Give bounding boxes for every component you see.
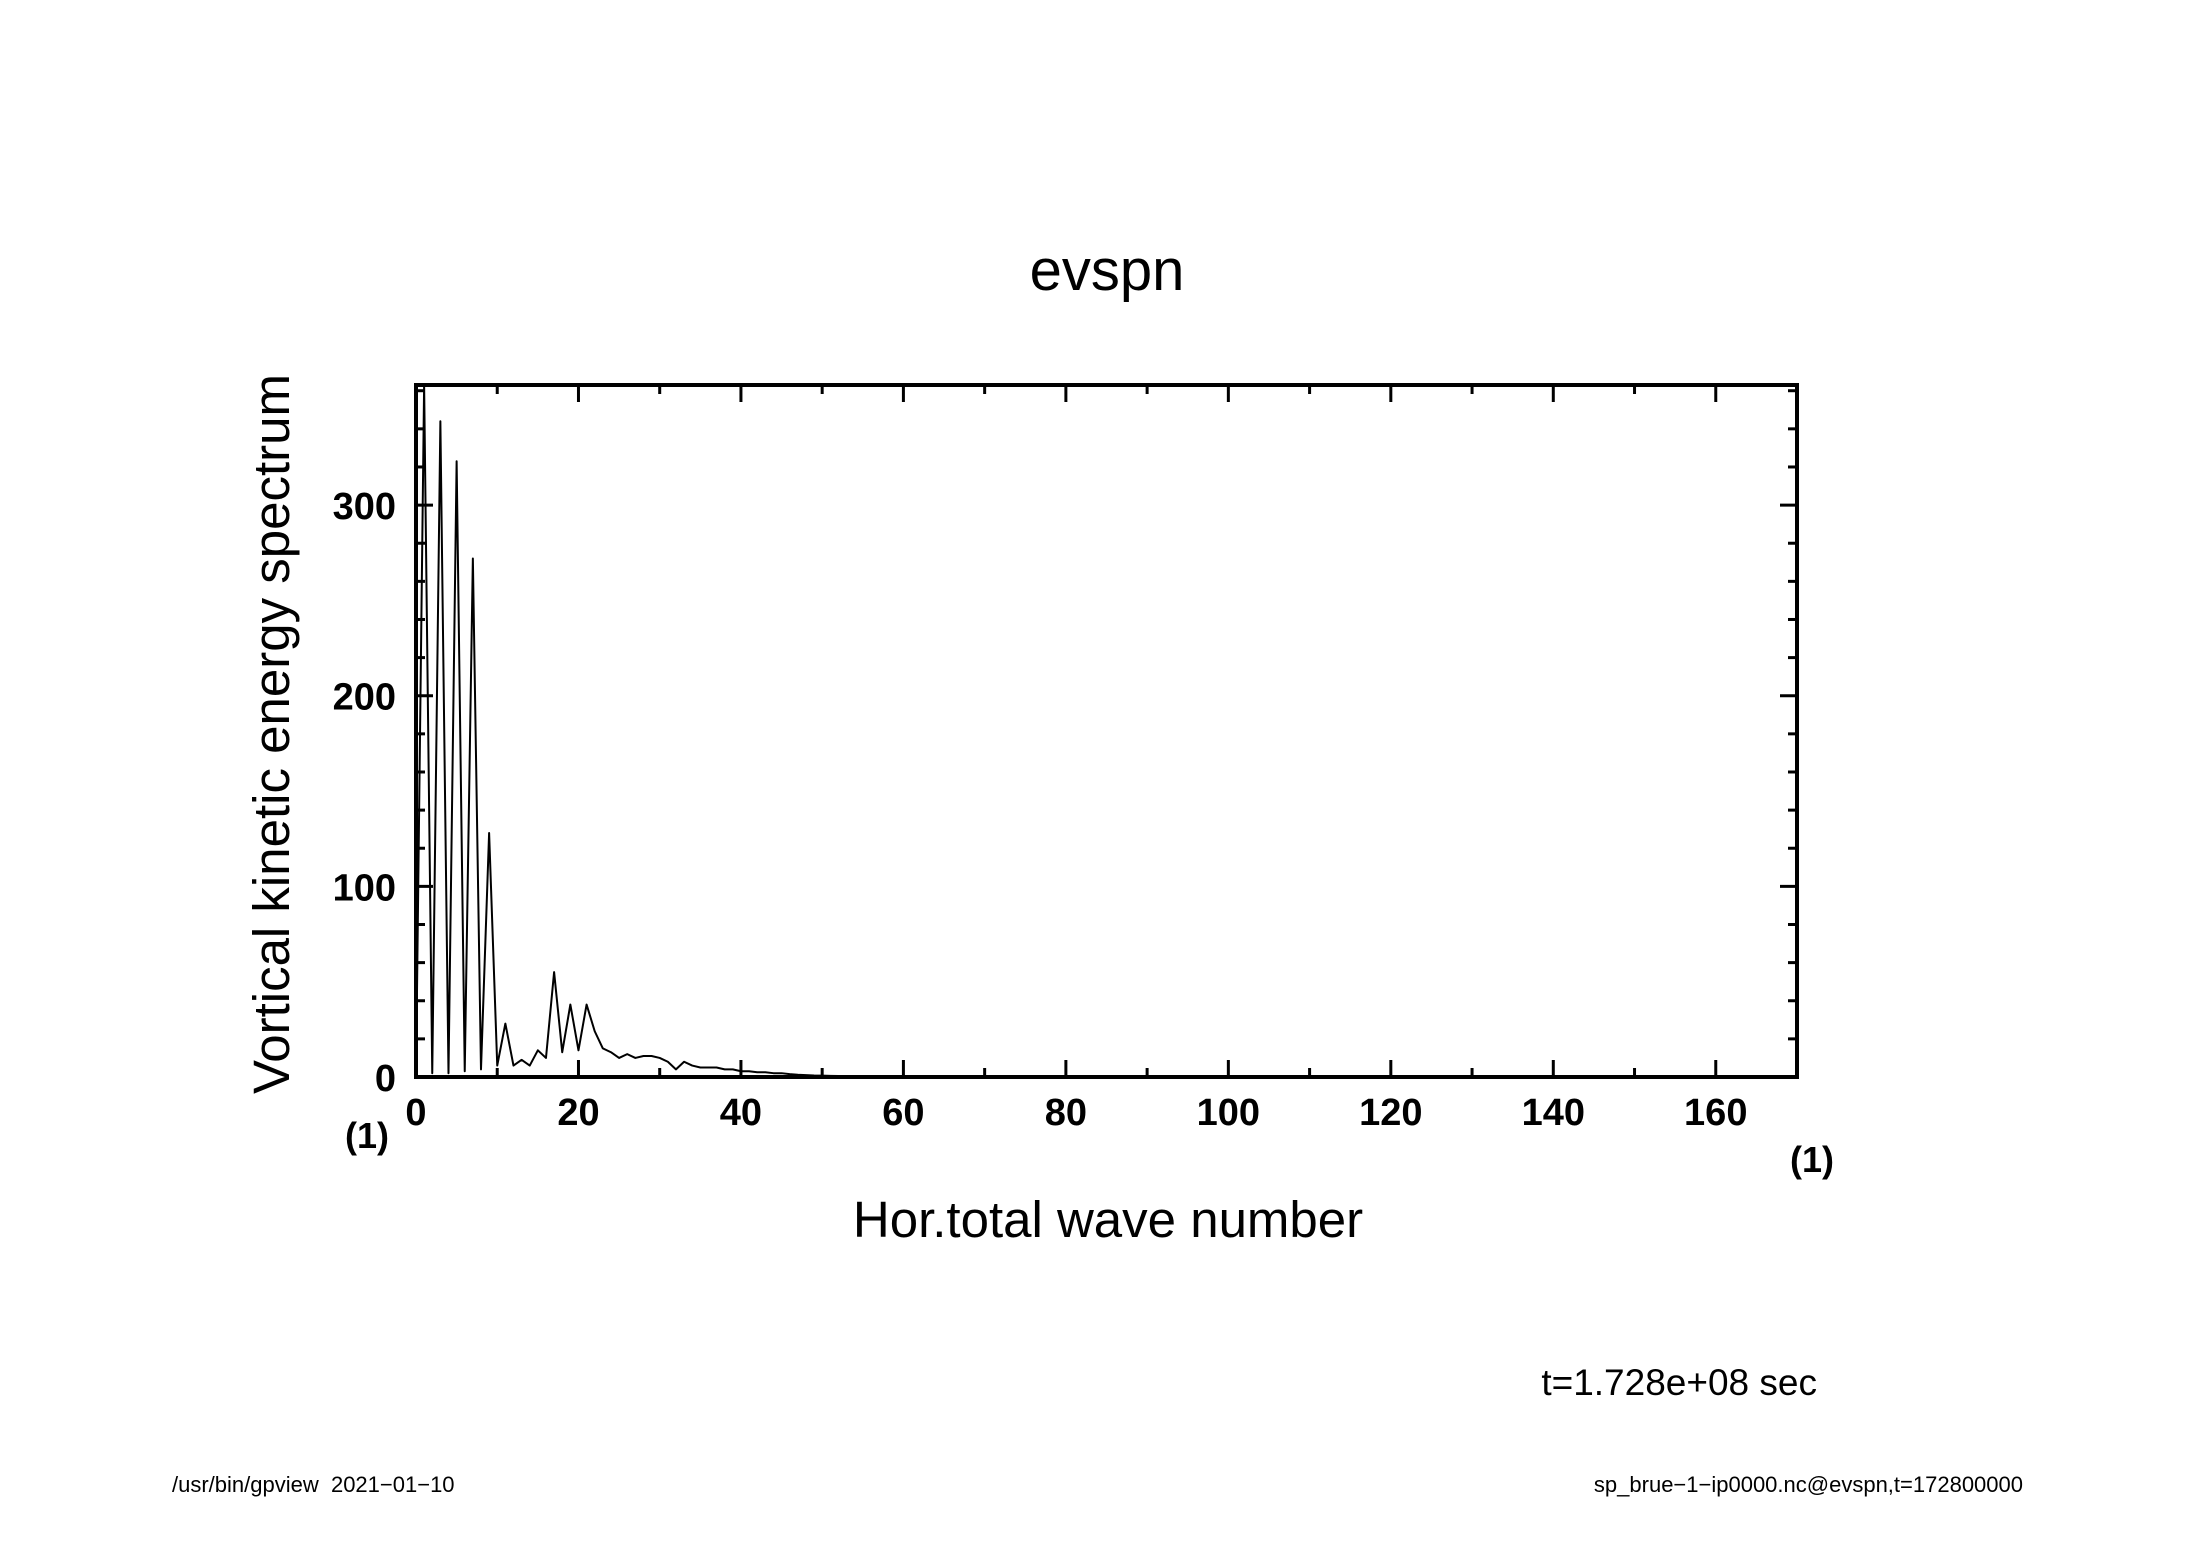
- x-tick-label: 160: [1684, 1092, 1747, 1134]
- x-tick-label: 60: [882, 1092, 924, 1134]
- x-axis-unit-label: (1): [1790, 1139, 1834, 1180]
- footer-source-file: sp_brue−1−ip0000.nc@evspn,t=172800000: [1594, 1472, 2023, 1497]
- y-tick-label: 100: [333, 867, 396, 909]
- time-annotation: t=1.728e+08 sec: [1541, 1362, 1817, 1403]
- y-axis-title: Vortical kinetic energy spectrum: [243, 374, 300, 1094]
- x-axis-title: Hor.total wave number: [853, 1191, 1363, 1248]
- x-tick-label: 120: [1359, 1092, 1422, 1134]
- y-tick-label: 300: [333, 486, 396, 528]
- chart-title: evspn: [1030, 238, 1185, 303]
- series-line: [415, 384, 1797, 1078]
- tick-labels: 0 20 40 60 80 100 120 140 160 0 100 200 300: [333, 486, 1748, 1134]
- y-tick-label: 0: [375, 1058, 396, 1100]
- x-tick-label: 20: [557, 1092, 599, 1134]
- x-tick-label: 80: [1045, 1092, 1087, 1134]
- x-tick-label: 0: [405, 1092, 426, 1134]
- x-tick-label: 100: [1197, 1092, 1260, 1134]
- y-tick-label: 200: [333, 677, 396, 719]
- footer-program-date: /usr/bin/gpview 2021−01−10: [172, 1472, 455, 1497]
- y-axis-unit-label: (1): [345, 1115, 389, 1156]
- x-tick-label: 140: [1522, 1092, 1585, 1134]
- x-tick-label: 40: [720, 1092, 762, 1134]
- axis-ticks: [414, 385, 1797, 1079]
- plot-frame: [414, 383, 1799, 1079]
